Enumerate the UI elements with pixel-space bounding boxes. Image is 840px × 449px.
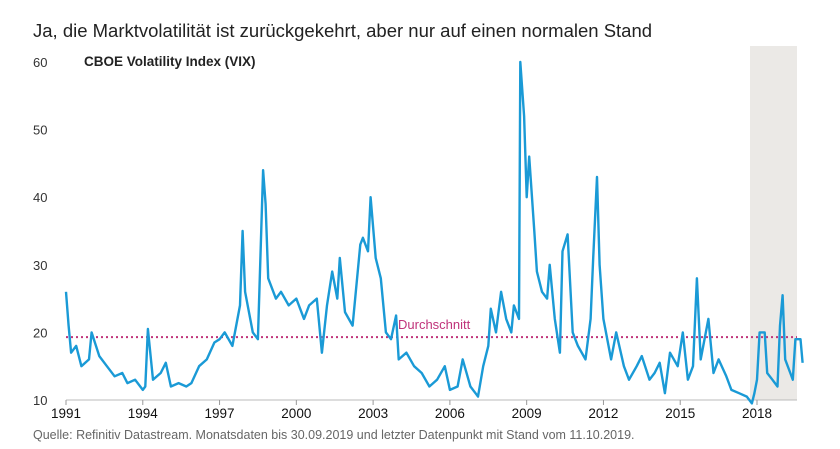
x-tick-label: 1991 <box>51 406 81 421</box>
x-tick-label: 2009 <box>512 406 542 421</box>
y-tick-label: 40 <box>33 190 47 205</box>
chart-title: Ja, die Marktvolatilität ist zurückgekeh… <box>33 20 653 41</box>
x-tick-label: 2006 <box>435 406 465 421</box>
x-tick-label: 2015 <box>665 406 695 421</box>
y-tick-label: 30 <box>33 258 47 273</box>
average-label: Durchschnitt <box>398 317 471 332</box>
x-tick-label: 2012 <box>588 406 618 421</box>
x-tick-label: 2000 <box>281 406 311 421</box>
y-tick-label: 60 <box>33 55 47 70</box>
y-axis-label: CBOE Volatility Index (VIX) <box>84 54 256 69</box>
x-tick-label: 2003 <box>358 406 388 421</box>
x-tick-label: 2018 <box>742 406 772 421</box>
source-note: Quelle: Refinitiv Datastream. Monatsdate… <box>33 428 635 442</box>
vix-series-line <box>64 60 804 405</box>
y-tick-label: 20 <box>33 325 47 340</box>
y-tick-label: 10 <box>33 393 47 408</box>
shaded-region <box>750 46 797 400</box>
y-tick-label: 50 <box>33 123 47 138</box>
x-tick-label: 1997 <box>205 406 235 421</box>
x-tick-label: 1994 <box>128 406 159 421</box>
